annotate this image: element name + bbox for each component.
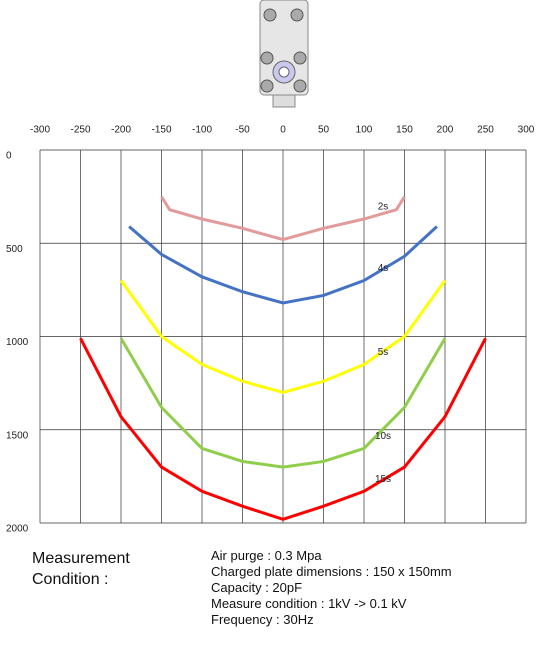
y-tick-label: 1500 <box>6 430 29 441</box>
condition-label: Measurement Condition : <box>32 548 130 590</box>
x-tick-label: 200 <box>437 125 454 136</box>
series-line <box>160 195 406 242</box>
y-tick-label: 2000 <box>6 524 29 535</box>
x-tick-label: -100 <box>192 125 212 136</box>
ionizer-device <box>259 0 309 108</box>
x-tick-label: 150 <box>396 125 413 136</box>
y-tick-label: 500 <box>6 244 23 255</box>
condition-line: Frequency : 30Hz <box>211 612 314 627</box>
series-label: 15s <box>375 474 391 485</box>
x-tick-label: 100 <box>356 125 373 136</box>
series-line <box>128 225 438 305</box>
x-tick-label: -150 <box>151 125 171 136</box>
condition-label-line: Condition : <box>32 571 109 588</box>
y-tick-label: 1000 <box>6 337 29 348</box>
x-tick-label: 250 <box>477 125 494 136</box>
condition-label-line: Measurement <box>32 550 130 567</box>
series-line <box>119 337 447 469</box>
condition-list: Air purge : 0.3 Mpa Charged plate dimensi… <box>211 548 452 628</box>
x-tick-label: -200 <box>111 125 131 136</box>
series-label: 4s <box>378 263 389 274</box>
x-tick-label: 0 <box>280 125 286 136</box>
x-tick-label: -50 <box>235 125 250 136</box>
y-tick-label: 0 <box>6 151 12 162</box>
x-tick-label: 300 <box>518 125 535 136</box>
chart: -300 -250 -200 -150 -100 -50 0 50 100 150 200 250 30… <box>6 0 535 535</box>
x-tick-label: 50 <box>318 125 330 136</box>
series-label: 5s <box>378 347 389 358</box>
condition-line: Air purge : 0.3 Mpa <box>211 548 322 563</box>
series-label: 2s <box>378 202 389 213</box>
series-line <box>79 337 487 521</box>
series-line <box>119 279 447 395</box>
condition-line: Charged plate dimensions : 150 x 150mm <box>211 564 452 579</box>
series-label: 10s <box>375 431 391 442</box>
x-tick-label: -300 <box>30 125 50 136</box>
x-tick-label: -250 <box>70 125 90 136</box>
condition-line: Capacity : 20pF <box>211 580 303 595</box>
condition-line: Measure condition : 1kV -> 0.1 kV <box>211 596 407 611</box>
